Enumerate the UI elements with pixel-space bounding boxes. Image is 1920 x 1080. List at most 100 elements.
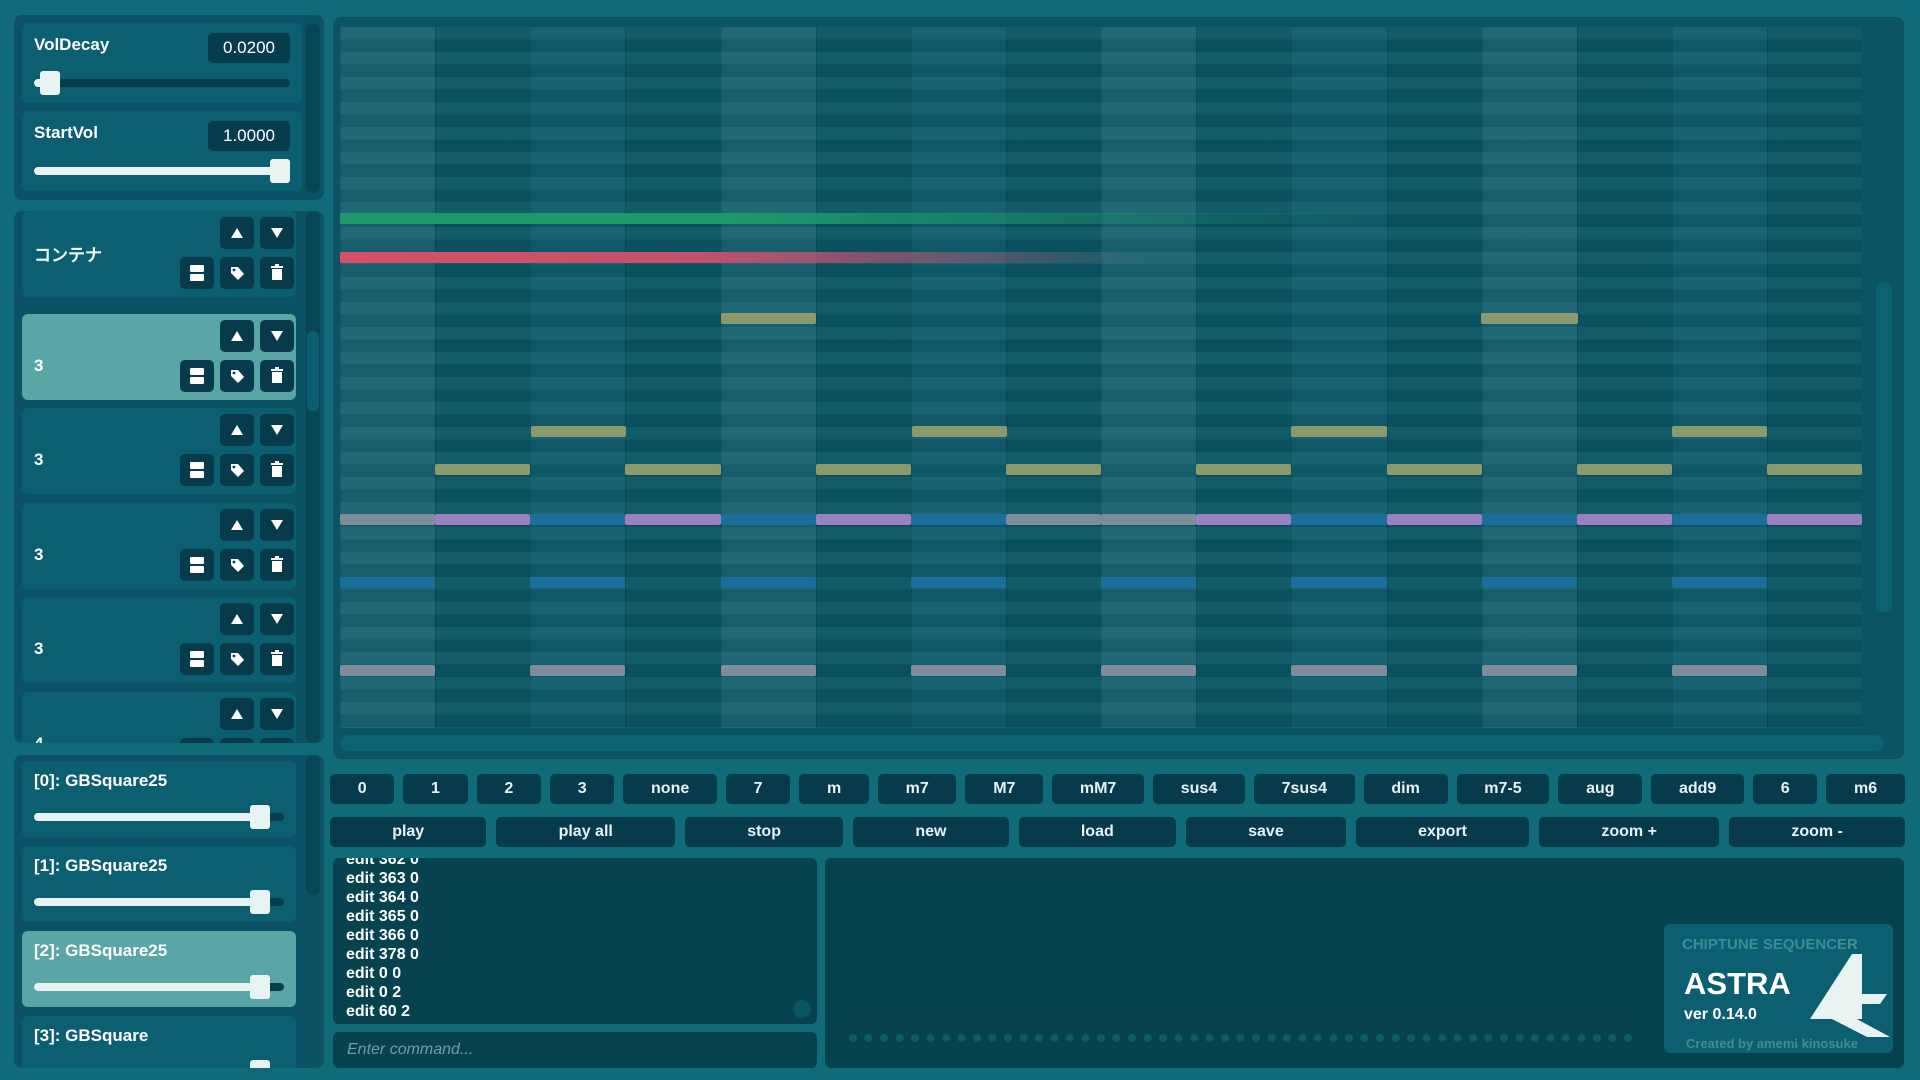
chord-button[interactable]: m bbox=[799, 774, 869, 804]
note[interactable] bbox=[720, 576, 816, 588]
note[interactable] bbox=[1101, 514, 1197, 526]
action-button[interactable]: load bbox=[1018, 817, 1176, 847]
track[interactable]: コンテナ bbox=[22, 211, 296, 297]
chord-button[interactable]: 2 bbox=[476, 774, 541, 804]
scrollbar[interactable] bbox=[306, 755, 320, 895]
chord-button[interactable]: add9 bbox=[1651, 774, 1744, 804]
instrument[interactable]: [3]: GBSquare bbox=[22, 1016, 296, 1068]
chord-button[interactable]: sus4 bbox=[1153, 774, 1245, 804]
up-button[interactable] bbox=[220, 697, 254, 730]
slider[interactable] bbox=[34, 159, 290, 183]
split-button[interactable] bbox=[180, 643, 214, 675]
chord-button[interactable]: aug bbox=[1558, 774, 1643, 804]
down-button[interactable] bbox=[260, 319, 294, 352]
track[interactable]: 3 bbox=[22, 313, 296, 400]
note[interactable] bbox=[1672, 426, 1768, 438]
track[interactable]: 3 bbox=[22, 502, 296, 589]
note[interactable] bbox=[435, 514, 531, 526]
tag-button[interactable] bbox=[220, 737, 254, 743]
note[interactable] bbox=[1386, 514, 1482, 526]
note[interactable] bbox=[340, 576, 436, 588]
param-value[interactable]: 1.0000 bbox=[208, 121, 290, 151]
action-button[interactable]: play all bbox=[496, 817, 676, 847]
chord-button[interactable]: 0 bbox=[330, 774, 395, 804]
chord-button[interactable]: 6 bbox=[1753, 774, 1818, 804]
split-button[interactable] bbox=[180, 548, 214, 581]
note[interactable] bbox=[910, 576, 1006, 588]
scrollbar[interactable] bbox=[340, 735, 1884, 751]
note[interactable] bbox=[625, 464, 721, 476]
note[interactable] bbox=[1672, 576, 1768, 588]
slider[interactable] bbox=[34, 805, 284, 829]
split-button[interactable] bbox=[180, 454, 214, 486]
note[interactable] bbox=[815, 464, 911, 476]
up-button[interactable] bbox=[220, 508, 254, 541]
param-value[interactable]: 0.0200 bbox=[208, 33, 290, 63]
down-button[interactable] bbox=[260, 414, 294, 446]
note[interactable] bbox=[1101, 576, 1197, 588]
note[interactable] bbox=[340, 664, 436, 676]
action-button[interactable]: zoom - bbox=[1729, 817, 1906, 847]
note[interactable] bbox=[625, 514, 721, 526]
action-button[interactable]: export bbox=[1355, 817, 1530, 847]
piano-roll[interactable] bbox=[333, 17, 1904, 759]
note[interactable] bbox=[1672, 664, 1768, 676]
note[interactable] bbox=[1006, 514, 1102, 526]
instrument[interactable]: [1]: GBSquare25 bbox=[22, 846, 296, 922]
slider[interactable] bbox=[34, 890, 284, 914]
slider-knob[interactable] bbox=[270, 159, 290, 183]
split-button[interactable] bbox=[180, 737, 214, 743]
note[interactable] bbox=[1481, 313, 1578, 325]
note[interactable] bbox=[1767, 514, 1863, 526]
down-button[interactable] bbox=[260, 697, 294, 730]
action-button[interactable]: new bbox=[853, 817, 1009, 847]
slider-knob[interactable] bbox=[39, 71, 60, 95]
note[interactable] bbox=[1767, 464, 1863, 476]
note[interactable] bbox=[340, 514, 436, 526]
note[interactable] bbox=[720, 514, 816, 526]
note[interactable] bbox=[1196, 514, 1292, 526]
tag-button[interactable] bbox=[220, 548, 254, 581]
slider[interactable] bbox=[34, 975, 284, 999]
note[interactable] bbox=[1672, 514, 1768, 526]
trash-button[interactable] bbox=[260, 548, 294, 581]
chord-button[interactable]: 7sus4 bbox=[1253, 774, 1355, 804]
scroll-thumb[interactable] bbox=[307, 331, 319, 411]
action-button[interactable]: stop bbox=[685, 817, 844, 847]
chord-button[interactable]: mM7 bbox=[1052, 774, 1145, 804]
track[interactable]: 4 bbox=[22, 691, 296, 743]
down-button[interactable] bbox=[260, 603, 294, 635]
scroll-thumb[interactable] bbox=[793, 1000, 811, 1018]
down-button[interactable] bbox=[260, 508, 294, 541]
trash-button[interactable] bbox=[260, 454, 294, 486]
chord-button[interactable]: m7 bbox=[877, 774, 957, 804]
note[interactable] bbox=[815, 514, 911, 526]
scrollbar[interactable] bbox=[306, 23, 320, 193]
note[interactable] bbox=[1291, 576, 1387, 588]
split-button[interactable] bbox=[180, 359, 214, 392]
note[interactable] bbox=[720, 313, 817, 325]
note[interactable] bbox=[720, 664, 816, 676]
note[interactable] bbox=[530, 514, 626, 526]
note[interactable] bbox=[1291, 426, 1387, 438]
instrument[interactable]: [0]: GBSquare25 bbox=[22, 761, 296, 837]
chord-button[interactable]: 3 bbox=[549, 774, 615, 804]
track[interactable]: 3 bbox=[22, 597, 296, 683]
note[interactable] bbox=[340, 252, 1151, 264]
track[interactable]: 3 bbox=[22, 408, 296, 494]
note[interactable] bbox=[911, 426, 1007, 438]
action-button[interactable]: play bbox=[330, 817, 487, 847]
trash-button[interactable] bbox=[260, 257, 294, 289]
tag-button[interactable] bbox=[220, 359, 254, 392]
trash-button[interactable] bbox=[260, 737, 294, 743]
note[interactable] bbox=[1291, 514, 1387, 526]
chord-button[interactable]: none bbox=[623, 774, 717, 804]
chord-button[interactable]: m7-5 bbox=[1456, 774, 1550, 804]
slider-knob[interactable] bbox=[250, 805, 270, 829]
note[interactable] bbox=[531, 426, 627, 438]
instrument[interactable]: [2]: GBSquare25 bbox=[22, 931, 296, 1007]
chord-button[interactable]: dim bbox=[1363, 774, 1448, 804]
note[interactable] bbox=[530, 576, 626, 588]
up-button[interactable] bbox=[220, 414, 254, 446]
scrollbar[interactable] bbox=[306, 211, 320, 743]
